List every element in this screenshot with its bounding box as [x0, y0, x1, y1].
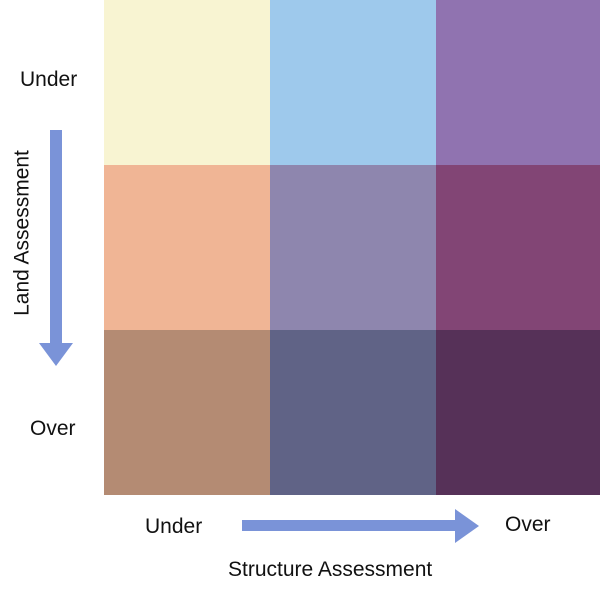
- legend-cell-r0-c2: [436, 0, 600, 165]
- y-label-under: Under: [20, 68, 78, 91]
- legend-cell-r1-c2: [436, 165, 600, 330]
- legend-cell-r2-c2: [436, 330, 600, 495]
- x-axis-title: Structure Assessment: [228, 558, 433, 581]
- legend-cell-r2-c0: [104, 330, 270, 495]
- x-label-over: Over: [505, 513, 551, 536]
- y-label-over: Over: [30, 417, 76, 440]
- y-axis-title: Land Assessment: [10, 150, 34, 316]
- legend-cell-r1-c1: [270, 165, 436, 330]
- legend-cell-r2-c1: [270, 330, 436, 495]
- legend-cell-r0-c0: [104, 0, 270, 165]
- y-arrow-head: [39, 343, 73, 366]
- legend-grid: [104, 0, 600, 495]
- x-arrow-head: [455, 509, 479, 543]
- legend-cell-r1-c0: [104, 165, 270, 330]
- legend-cell-r0-c1: [270, 0, 436, 165]
- x-label-under: Under: [145, 515, 203, 538]
- x-arrow-shaft: [242, 520, 457, 531]
- y-arrow-shaft: [50, 130, 62, 345]
- legend-arrows: [39, 130, 479, 543]
